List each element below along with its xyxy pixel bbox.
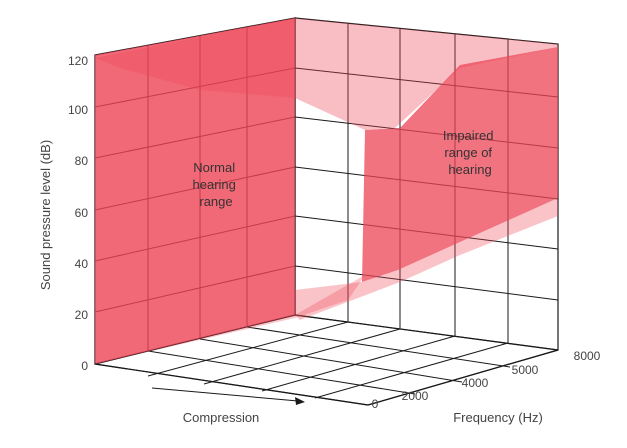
y-tick: 40: [75, 257, 89, 271]
y-tick: 0: [81, 359, 88, 373]
y-tick: 60: [75, 206, 89, 220]
normal-hearing-region: [95, 18, 365, 364]
y-tick: 100: [68, 103, 88, 117]
y-axis-title: Sound pressure level (dB): [38, 140, 53, 290]
compression-axis-title: Compression: [183, 410, 260, 425]
frequency-tick: 0: [372, 397, 379, 411]
y-tick: 120: [68, 54, 88, 68]
frequency-tick: 8000: [574, 349, 601, 363]
normal-hearing-label: Normal hearing range: [193, 160, 240, 209]
floor-front-edge: [94, 363, 369, 406]
frequency-tick: 4000: [462, 376, 489, 390]
frequency-tick: 2000: [402, 389, 429, 403]
frequency-tick: 5000: [512, 363, 539, 377]
impaired-hearing-label: Impaired range of hearing: [443, 128, 497, 177]
y-tick: 20: [75, 308, 89, 322]
y-axis-ticks: 120 100 80 60 40 20 0: [68, 54, 88, 373]
floor-grid: [94, 314, 559, 406]
frequency-axis-title: Frequency (Hz): [453, 410, 543, 425]
compression-arrow: [151, 387, 305, 405]
y-tick: 80: [75, 154, 89, 168]
upper-pale-band: [295, 18, 558, 130]
floor-right-edge: [367, 349, 559, 406]
impaired-hearing-region: [362, 47, 558, 282]
lower-pale-band: [295, 198, 558, 320]
frequency-ticks: 0 2000 4000 5000 8000: [372, 349, 601, 411]
